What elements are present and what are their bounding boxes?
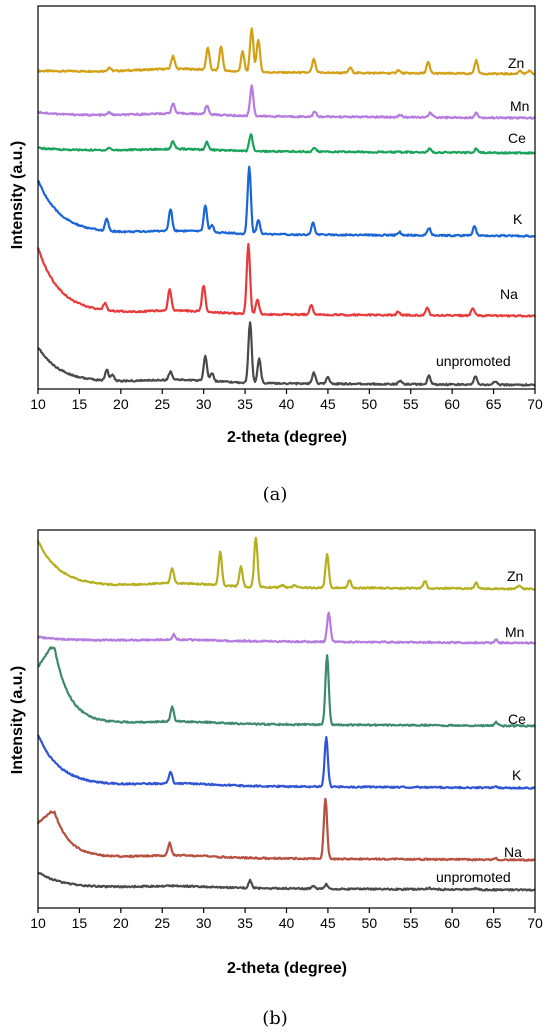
x-tick-label: 40 — [279, 396, 295, 412]
panel-a-plot-frame — [37, 5, 536, 390]
series-label-zn: Zn — [508, 55, 524, 71]
panel-a-curves — [36, 27, 536, 387]
series-line-ce — [37, 646, 536, 728]
series-label-k: K — [512, 767, 522, 783]
x-tick: 55 — [403, 389, 419, 412]
x-tick-label: 55 — [403, 396, 419, 412]
x-tick: 20 — [113, 908, 129, 931]
x-tick-label: 25 — [154, 915, 170, 931]
panel-b-y-axis-title: Intensity (a.u.) — [9, 666, 26, 774]
series-label-unpromoted: unpromoted — [436, 869, 511, 885]
series-line-k — [36, 734, 536, 790]
x-tick-label: 70 — [527, 915, 543, 931]
x-tick-label: 70 — [527, 396, 543, 412]
series-label-unpromoted: unpromoted — [436, 353, 511, 369]
panel-b-x-axis-title: 2-theta (degree) — [227, 960, 347, 977]
series-line-mn — [37, 84, 536, 120]
panel-a: 10 15 20 25 30 35 40 45 50 55 60 65 70 Zn Mn Ce K Na unpr… — [9, 5, 543, 505]
x-tick: 10 — [30, 908, 46, 931]
series-label-k: K — [513, 211, 523, 227]
x-tick-label: 50 — [362, 396, 378, 412]
x-tick-label: 65 — [486, 396, 502, 412]
panel-a-x-axis-title: 2-theta (degree) — [227, 429, 347, 446]
panel-a-caption: (a) — [263, 484, 288, 505]
x-tick-label: 35 — [237, 915, 253, 931]
series-line-ce — [37, 133, 536, 155]
x-tick: 60 — [444, 389, 460, 412]
x-tick: 25 — [154, 389, 170, 412]
series-line-na — [36, 242, 536, 318]
panel-a-x-ticks: 10 15 20 25 30 35 40 45 50 55 60 65 70 — [30, 389, 543, 412]
series-line-na — [36, 797, 536, 862]
series-label-na: Na — [500, 286, 518, 302]
x-tick-label: 40 — [279, 915, 295, 931]
series-label-mn: Mn — [510, 98, 529, 114]
x-tick-label: 10 — [30, 396, 46, 412]
x-tick-label: 50 — [362, 915, 378, 931]
x-tick: 25 — [154, 908, 170, 931]
x-tick: 45 — [320, 908, 336, 931]
x-tick: 70 — [527, 908, 543, 931]
panel-b-caption: (b) — [262, 1008, 288, 1029]
series-label-ce: Ce — [508, 711, 526, 727]
x-tick: 40 — [279, 389, 295, 412]
x-tick-label: 25 — [154, 396, 170, 412]
x-tick-label: 30 — [196, 396, 212, 412]
x-tick: 70 — [527, 389, 543, 412]
series-line-k — [37, 165, 536, 238]
x-tick: 50 — [362, 389, 378, 412]
x-tick-label: 45 — [320, 915, 336, 931]
x-tick: 50 — [362, 908, 378, 931]
x-tick-label: 15 — [72, 396, 88, 412]
series-label-zn: Zn — [507, 568, 523, 584]
x-tick: 40 — [279, 908, 295, 931]
x-tick: 60 — [444, 908, 460, 931]
panel-b: 10 15 20 25 30 35 40 45 50 55 60 65 70 Zn Mn Ce K Na unpr… — [9, 529, 543, 1029]
x-tick: 45 — [320, 389, 336, 412]
x-tick: 35 — [237, 389, 253, 412]
x-tick-label: 45 — [320, 396, 336, 412]
x-tick: 10 — [30, 389, 46, 412]
series-line-zn — [36, 536, 536, 591]
x-tick: 65 — [486, 389, 502, 412]
x-tick-label: 35 — [237, 396, 253, 412]
x-tick: 30 — [196, 908, 212, 931]
x-tick: 65 — [486, 908, 502, 931]
panel-b-curves — [36, 536, 536, 892]
panel-a-y-axis-title: Intensity (a.u.) — [9, 141, 26, 249]
panel-b-x-ticks: 10 15 20 25 30 35 40 45 50 55 60 65 70 — [30, 908, 543, 931]
x-tick: 20 — [113, 389, 129, 412]
x-tick-label: 55 — [403, 915, 419, 931]
x-tick-label: 65 — [486, 915, 502, 931]
x-tick: 30 — [196, 389, 212, 412]
x-tick-label: 15 — [72, 915, 88, 931]
series-line-mn — [37, 611, 536, 645]
x-tick-label: 20 — [113, 915, 129, 931]
x-tick: 35 — [237, 908, 253, 931]
series-line-zn — [37, 27, 536, 76]
panel-a-series-labels: Zn Mn Ce K Na unpromoted — [436, 55, 529, 369]
series-line-unpromoted — [37, 871, 536, 892]
x-tick-label: 10 — [30, 915, 46, 931]
series-label-mn: Mn — [505, 624, 524, 640]
x-tick-label: 60 — [444, 396, 460, 412]
x-tick-label: 20 — [113, 396, 129, 412]
x-tick: 15 — [72, 908, 88, 931]
series-label-ce: Ce — [508, 130, 526, 146]
x-tick-label: 60 — [444, 915, 460, 931]
x-tick: 55 — [403, 908, 419, 931]
panel-b-series-labels: Zn Mn Ce K Na unpromoted — [436, 568, 526, 885]
series-label-na: Na — [504, 844, 522, 860]
series-line-unpromoted — [37, 321, 536, 387]
x-tick: 15 — [72, 389, 88, 412]
x-tick-label: 30 — [196, 915, 212, 931]
